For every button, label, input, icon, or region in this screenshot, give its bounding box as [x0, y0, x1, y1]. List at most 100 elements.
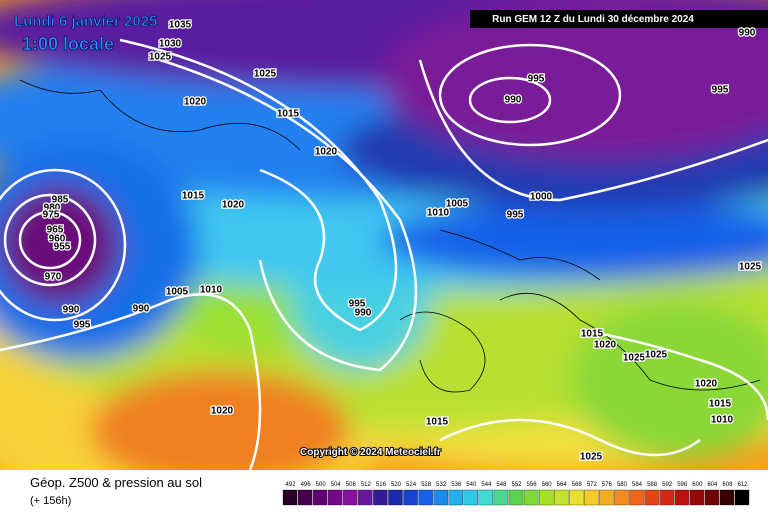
isobar-label: 990	[739, 28, 756, 39]
legend-label: 520	[391, 482, 402, 488]
legend-swatch	[523, 489, 539, 506]
isobar-label: 1015	[182, 191, 205, 202]
legend-label: 544	[481, 482, 492, 488]
isobar-label: 990	[355, 308, 372, 319]
run-banner	[470, 10, 768, 28]
legend-swatch	[734, 489, 750, 506]
legend-label: 500	[316, 482, 327, 488]
legend-swatch	[493, 489, 509, 506]
legend-swatch	[689, 489, 704, 506]
isobars	[0, 38, 768, 470]
legend-swatch	[704, 489, 720, 506]
legend-swatch	[312, 489, 328, 506]
legend-swatch	[343, 489, 358, 506]
legend-swatch	[358, 489, 373, 506]
legend-swatch	[554, 489, 569, 506]
legend-label: 580	[617, 482, 628, 488]
isobar-label: 985	[52, 195, 69, 206]
legend-label: 504	[331, 482, 342, 488]
isobar-label: 995	[349, 299, 366, 310]
legend-swatch	[674, 489, 689, 506]
run-info: Run GEM 12 Z du Lundi 30 décembre 2024	[492, 14, 694, 25]
isobar-label: 1025	[149, 52, 172, 63]
isobar-label: 1010	[200, 285, 223, 296]
legend-swatch	[599, 489, 614, 506]
isobar-label: 1025	[739, 262, 762, 273]
legend-swatch	[584, 489, 599, 506]
isobar-label: 1005	[446, 199, 469, 210]
isobar-labels: 1035103010251025102010151020990995990995…	[41, 18, 762, 464]
legend-label: 612	[737, 482, 748, 488]
isobar-label: 1020	[695, 379, 718, 390]
legend-label: 536	[451, 482, 462, 488]
color-legend: 492 496 500 504 508 512 516 520 524 528 532 536 540 5…	[282, 482, 750, 506]
legend-label: 532	[436, 482, 447, 488]
legend-label: 556	[527, 482, 538, 488]
coastlines	[19, 79, 761, 393]
legend-label: 564	[557, 482, 568, 488]
isobar-label: 1005	[166, 287, 189, 298]
legend-label: 604	[707, 482, 718, 488]
isobar-label: 1020	[184, 97, 207, 108]
isobar-label: 1025	[580, 452, 603, 463]
isobar-label: 960	[49, 234, 66, 245]
isobar-label: 965	[47, 225, 64, 236]
legend-swatch	[403, 489, 418, 506]
legend-label: 492	[286, 482, 297, 488]
legend-label: 540	[466, 482, 477, 488]
isobar-label: 1030	[159, 39, 182, 50]
legend-swatch	[463, 489, 478, 506]
footer-title: Géop. Z500 & pression au sol	[30, 475, 202, 490]
legend-swatch	[614, 489, 629, 506]
legend-swatch	[659, 489, 674, 506]
legend-label: 600	[692, 482, 703, 488]
footer-lead: (+ 156h)	[30, 495, 71, 507]
legend-label: 608	[722, 482, 733, 488]
isobar-label: 955	[54, 242, 71, 253]
legend-swatch	[297, 489, 313, 506]
legend-swatch	[629, 489, 644, 506]
legend-swatch	[282, 489, 298, 506]
legend-swatch	[388, 489, 403, 506]
copyright: Copyright © 2024 Meteociel.fr	[300, 447, 441, 458]
isobar-label: 990	[133, 304, 150, 315]
legend-swatch	[719, 489, 735, 506]
isobar-label: 1015	[709, 399, 732, 410]
isobar-label: 1000	[530, 192, 553, 203]
legend-label: 572	[587, 482, 598, 488]
isobar-label: 1010	[427, 208, 450, 219]
isobar-label: 995	[528, 74, 545, 85]
legend-label: 560	[542, 482, 553, 488]
isobar-label: 995	[507, 210, 524, 221]
isobar-label: 1010	[711, 415, 734, 426]
isobar-label: 980	[44, 203, 61, 214]
legend-label: 548	[496, 482, 507, 488]
isobar-label: 1015	[277, 109, 300, 120]
isobar-label: 990	[505, 95, 522, 106]
legend-label: 508	[346, 482, 357, 488]
isobar-label: 1025	[645, 350, 668, 361]
legend-swatch	[418, 489, 433, 506]
forecast-time: 1:00 locale	[22, 34, 114, 54]
legend-swatch	[644, 489, 659, 506]
isobar-label: 970	[45, 272, 62, 283]
legend-label: 516	[376, 482, 387, 488]
legend-label: 568	[572, 482, 583, 488]
isobar-label: 1025	[623, 353, 646, 364]
isobar-label: 1025	[254, 69, 277, 80]
isobar-label: 1020	[594, 340, 617, 351]
isobar-label: 995	[712, 85, 729, 96]
legend-label: 512	[361, 482, 372, 488]
legend-swatch	[328, 489, 343, 506]
legend-label: 496	[301, 482, 312, 488]
legend-swatch	[373, 489, 388, 506]
forecast-date: Lundi 6 janvier 2025	[14, 13, 157, 30]
isobar-label: 995	[74, 320, 91, 331]
legend-swatch	[448, 489, 463, 506]
legend-label: 584	[632, 482, 643, 488]
legend-label: 596	[677, 482, 688, 488]
legend-label: 524	[406, 482, 417, 488]
isobar-label: 975	[43, 210, 60, 221]
legend-swatch	[478, 489, 494, 506]
